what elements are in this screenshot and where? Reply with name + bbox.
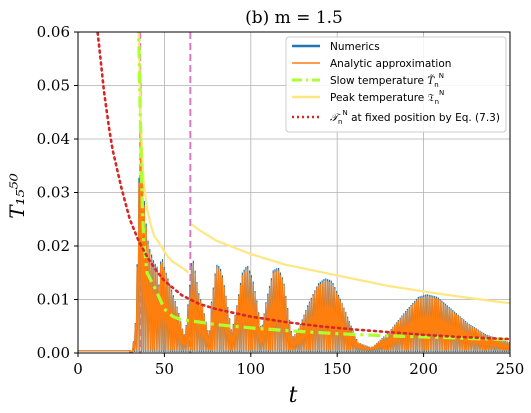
y-tick-label: 0.00	[37, 344, 70, 362]
series-slow-temperature	[137, 32, 510, 342]
x-tick-label: 150	[323, 360, 352, 378]
y-tick-label: 0.04	[37, 130, 70, 148]
x-axis-label: t	[289, 383, 298, 408]
series-group	[78, 32, 510, 353]
plot-area	[78, 32, 510, 353]
legend-box	[285, 36, 507, 133]
x-tick-label: 0	[73, 360, 83, 378]
series-peak-temperature-2	[191, 223, 510, 305]
axis-ticks: 0 50 100 150 200 250 0.00 0.01 0.02 0.03 0.04 0.05 0…	[37, 23, 525, 378]
legend-label-numerics: Numerics	[330, 41, 380, 53]
x-tick-label: 200	[409, 360, 438, 378]
y-tick-label: 0.03	[37, 184, 70, 202]
series-analytic	[78, 90, 510, 353]
legend-label-analytic: Analytic approximation	[330, 58, 451, 70]
series-fixed-position	[96, 32, 510, 341]
y-axis-label: T₁₅⁵⁰	[5, 173, 29, 218]
legend-label-peak: Peak temperature 𝔗nN	[330, 89, 444, 106]
x-tick-label: 100	[236, 360, 265, 378]
y-tick-label: 0.06	[37, 23, 70, 41]
y-tick-label: 0.02	[37, 237, 70, 255]
legend: Numerics Analytic approximation Slow tem…	[285, 36, 507, 133]
legend-label-slow: Slow temperature T̃nN	[330, 72, 444, 89]
x-tick-label: 50	[155, 360, 174, 378]
chart-title: (b) m = 1.5	[245, 8, 343, 28]
y-tick-label: 0.05	[37, 77, 70, 95]
x-tick-label: 250	[496, 360, 525, 378]
legend-label-fixed: 𝒯nN at fixed position by Eq. (7.3)	[330, 109, 500, 126]
y-tick-label: 0.01	[37, 291, 70, 309]
